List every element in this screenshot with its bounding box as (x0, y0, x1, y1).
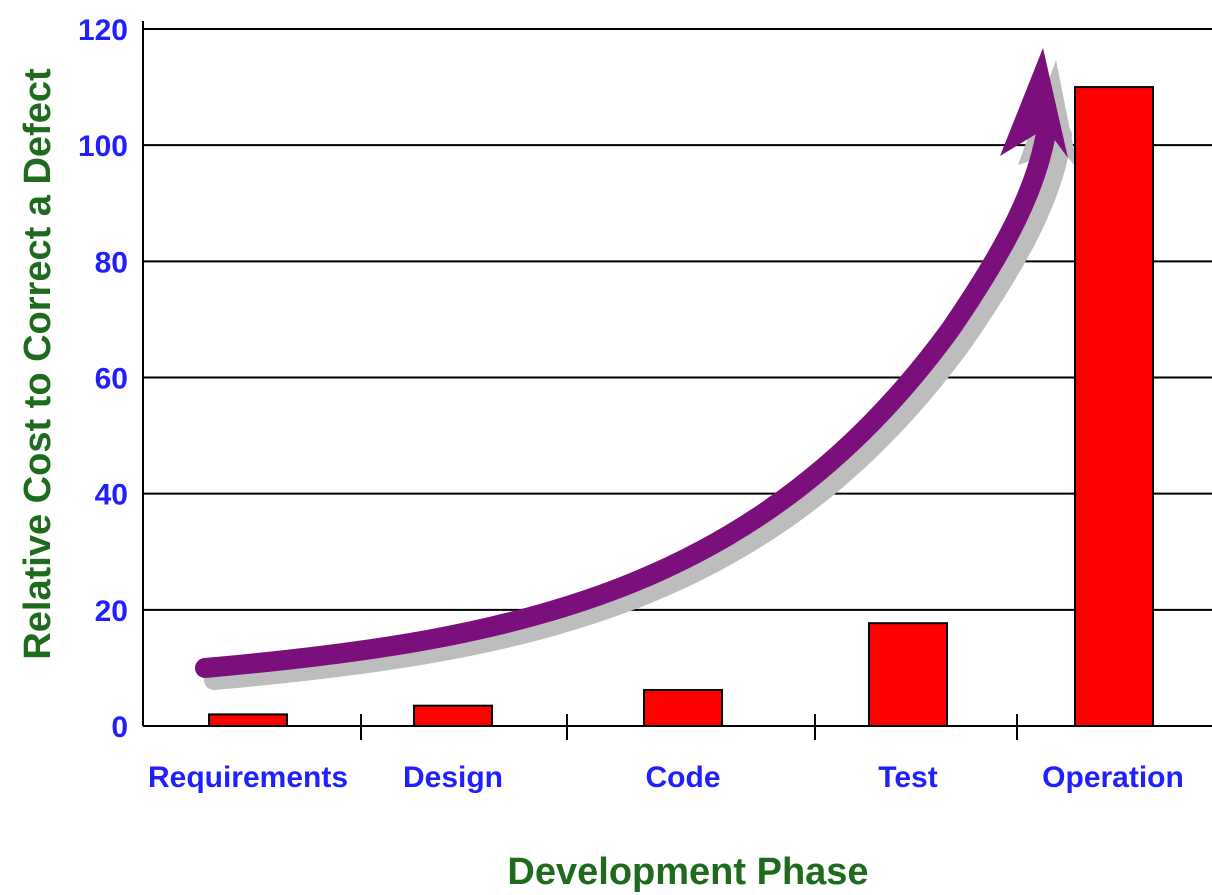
y-tick-label-20: 20 (95, 595, 128, 628)
gridlines (143, 28, 1212, 611)
y-tick-label-120: 120 (78, 14, 128, 47)
bar-operation (1074, 86, 1154, 728)
x-tick-label-test: Test (878, 761, 937, 794)
arrow-shadow (204, 125, 1072, 690)
x-tick-label-requirements: Requirements (148, 761, 348, 794)
x-tick-label-code: Code (646, 761, 721, 794)
y-tick-label-60: 60 (95, 363, 128, 396)
x-axis-title: Development Phase (507, 851, 868, 893)
bar-requirements (208, 713, 288, 728)
y-tick-label-0: 0 (111, 711, 128, 744)
bar-design (413, 704, 493, 728)
trend-arrow (195, 48, 1078, 690)
bar-code (643, 688, 723, 728)
arrow-body (195, 110, 1058, 678)
y-tick-label-40: 40 (95, 479, 128, 512)
x-tick-label-design: Design (403, 761, 503, 794)
bar-test (868, 622, 948, 728)
y-tick-labels: 0 20 40 60 80 100 120 (78, 14, 128, 744)
x-tick-label-operation: Operation (1042, 761, 1184, 794)
axes (142, 21, 1212, 740)
x-tick-labels: Requirements Design Code Test Operation (148, 761, 1184, 794)
bars (208, 86, 1154, 728)
y-axis-title: Relative Cost to Correct a Defect (17, 68, 59, 660)
y-tick-label-80: 80 (95, 246, 128, 279)
y-tick-label-100: 100 (78, 130, 128, 163)
arrow-head (1000, 48, 1068, 158)
